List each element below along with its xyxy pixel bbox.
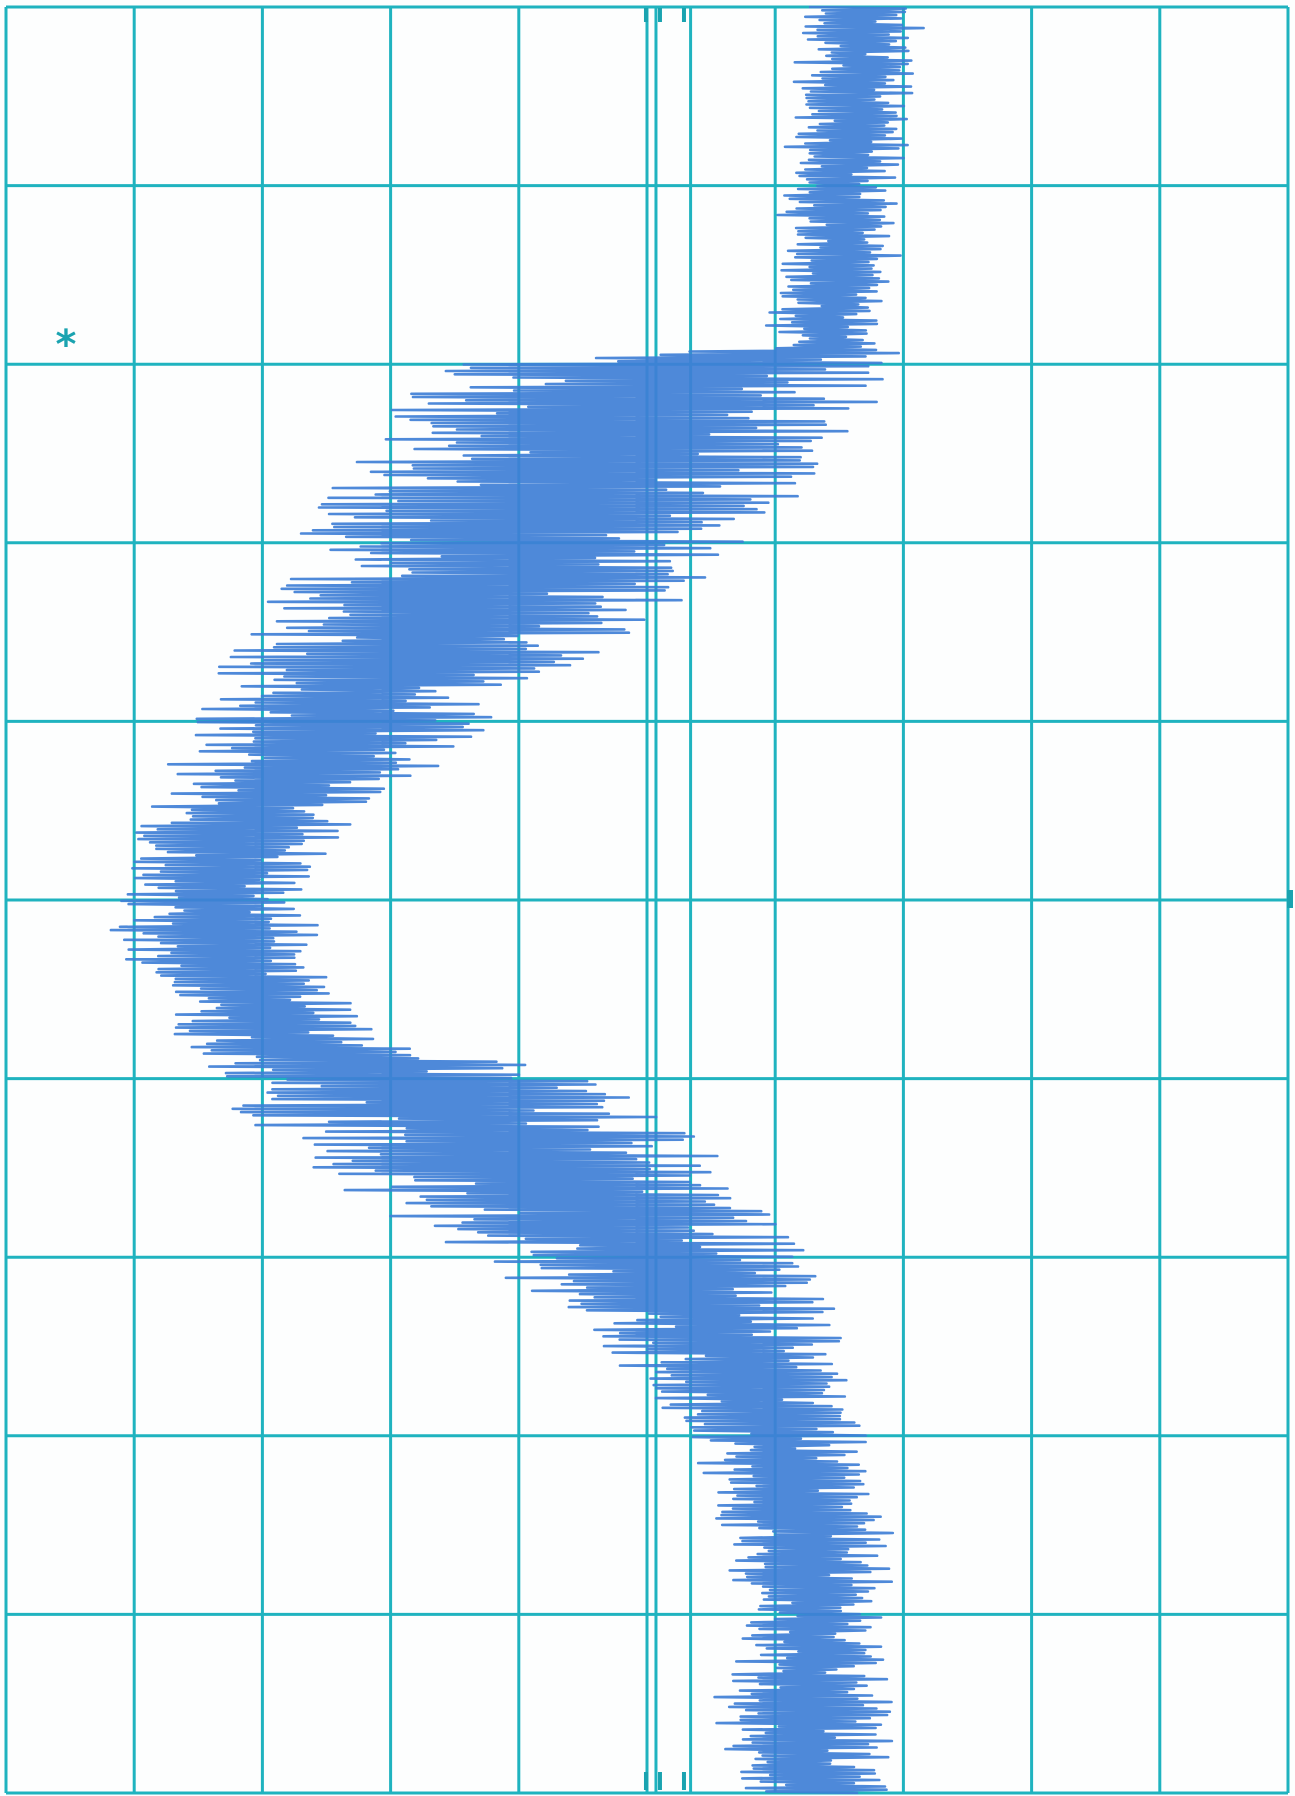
- signal-trace: [109, 5, 925, 1795]
- asterisk-annotation: *: [56, 322, 77, 368]
- marks-layer: [643, 8, 1293, 1790]
- trace-layer: [109, 5, 925, 1795]
- edge-tick-mark: [1287, 890, 1293, 908]
